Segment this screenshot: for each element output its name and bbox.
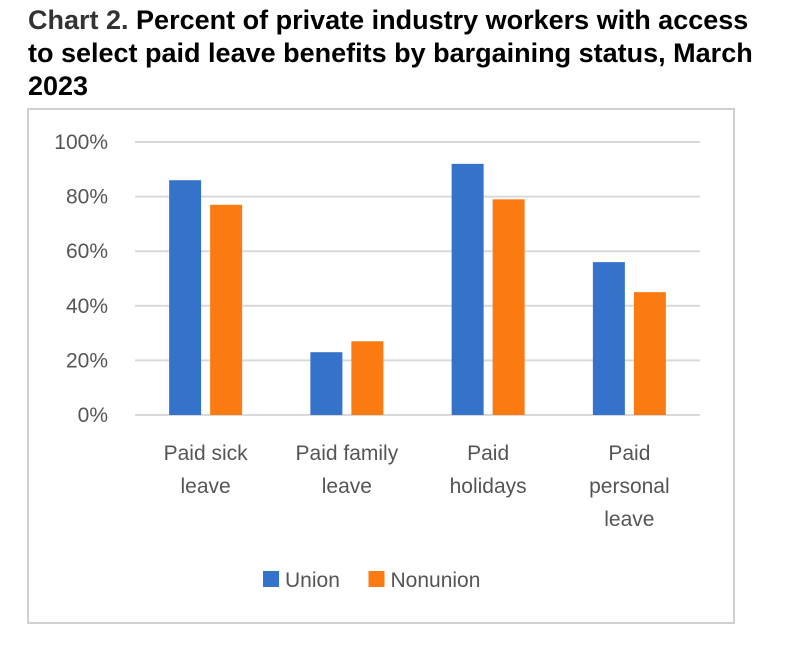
y-tick-label: 20% [66,349,108,372]
y-tick-label: 100% [54,131,108,154]
y-tick-label: 40% [66,295,108,318]
y-tick-label: 60% [66,240,108,263]
x-tick-label: Paid family [296,442,399,465]
bar-union [169,180,202,415]
x-tick-label: Paid [608,442,650,465]
chart-title-prefix: Chart 2. [28,5,129,35]
x-tick-label: leave [181,475,231,498]
bar-union [592,262,625,415]
bar-nonunion [210,204,243,415]
x-tick-label: leave [604,508,654,531]
bar-nonunion [492,199,525,415]
legend-swatch [368,571,385,587]
y-tick-label: 0% [78,404,108,427]
x-tick-label: Paid [467,442,509,465]
x-tick-label: holidays [450,475,527,498]
x-tick-label: personal [589,475,670,498]
chart-title-text: Percent of private industry workers with… [28,5,753,101]
legend-swatch [263,571,279,587]
bar-union [451,163,484,415]
x-tick-label: leave [322,475,372,498]
bar-union [310,352,343,415]
legend-label: Nonunion [391,569,481,592]
chart-title: Chart 2. Percent of private industry wor… [28,4,768,103]
y-tick-label: 80% [66,186,108,209]
x-tick-label: Paid sick [164,442,249,465]
bar-nonunion [633,292,666,415]
legend-label: Union [285,569,340,592]
bar-nonunion [351,341,384,415]
